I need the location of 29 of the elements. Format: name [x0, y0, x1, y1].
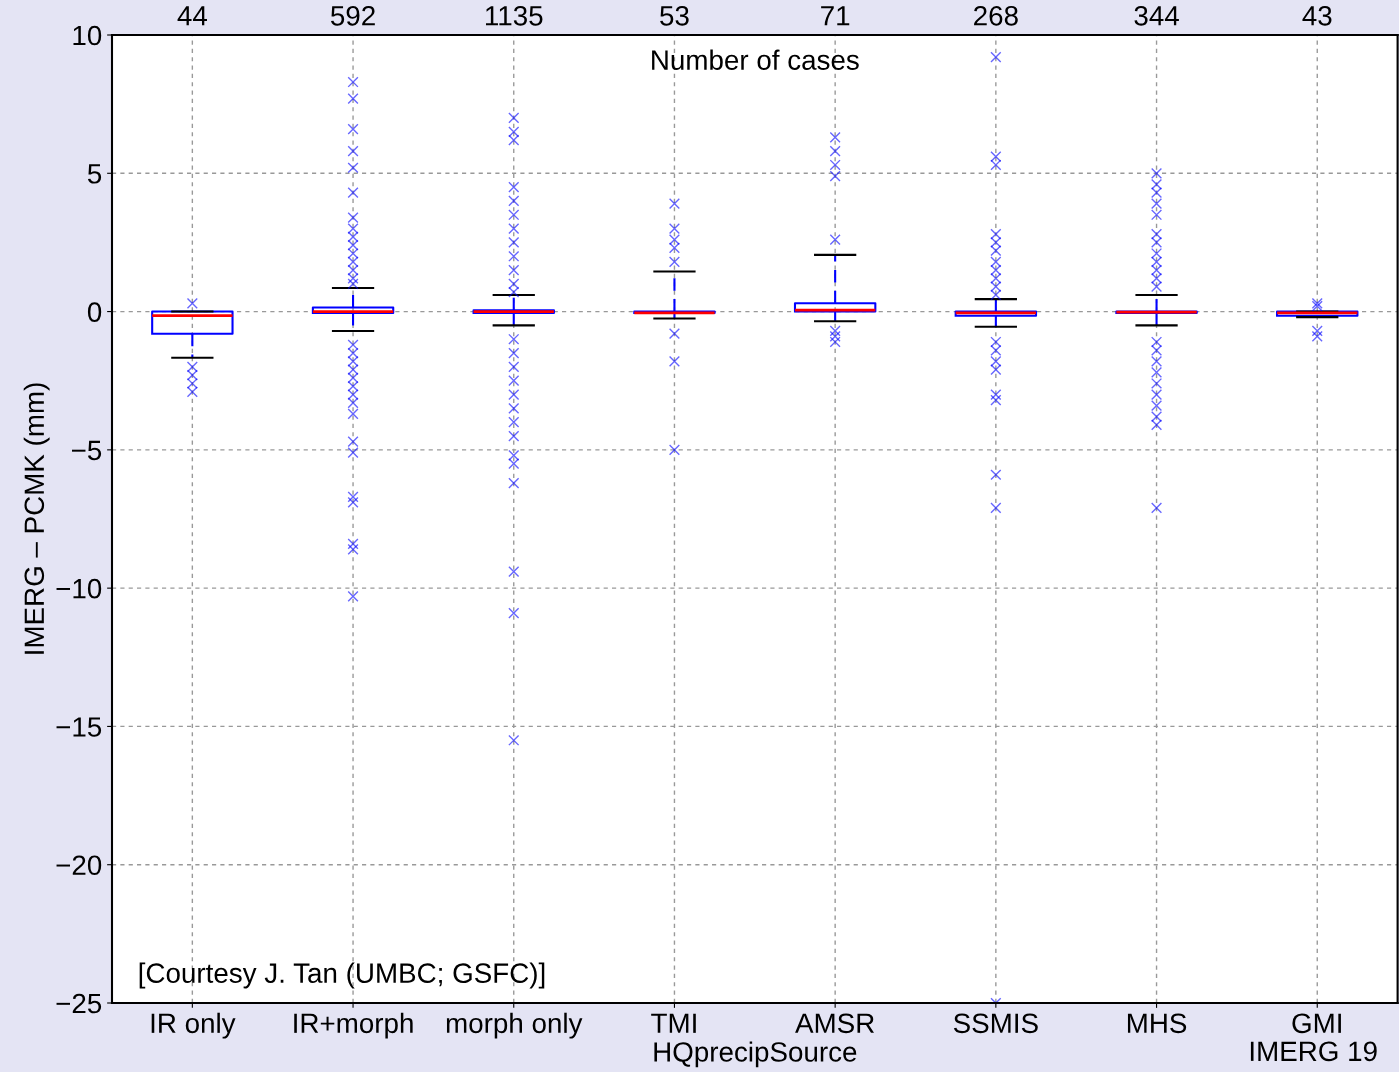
- text: 44: [177, 6, 207, 26]
- text: 53: [660, 5, 689, 26]
- text: 592: [330, 5, 375, 26]
- x-tick-label: GMI: [1292, 1013, 1341, 1034]
- y-tick-label: 0: [87, 302, 102, 322]
- x-tick-label: TMI: [651, 1013, 696, 1033]
- text: 1135: [486, 5, 543, 26]
- x-tick-label: MHS: [1127, 1013, 1187, 1034]
- x-tick-label: IR only: [151, 1012, 236, 1039]
- y-tick-label: −15: [56, 717, 102, 737]
- y-tick-label: −25: [56, 993, 102, 1014]
- y-tick-label: 10: [73, 25, 102, 46]
- x-tick-label: SSMIS: [953, 1013, 1038, 1034]
- y-tick-label: −5: [71, 440, 102, 461]
- y-tick-label: 5: [87, 164, 102, 184]
- y-axis-title: IMERG – PCMK (mm): [23, 383, 50, 654]
- text: 71: [821, 6, 850, 26]
- text: 268: [974, 5, 1018, 26]
- text: IMERG 19: [1250, 1041, 1377, 1062]
- x-tick-label: AMSR: [795, 1013, 874, 1034]
- x-tick-label: morph only: [446, 1012, 583, 1039]
- annotation: Number of cases: [652, 49, 859, 70]
- x-axis-title: HQprecipSource: [654, 1041, 857, 1068]
- text: 344: [1134, 5, 1179, 26]
- y-tick-label: −10: [56, 578, 102, 599]
- text: 43: [1302, 5, 1332, 26]
- annotation: [Courtesy J. Tan (UMBC; GSFC)]: [139, 962, 545, 989]
- y-tick-label: −20: [56, 855, 102, 876]
- x-tick-label: IR+morph: [294, 1012, 413, 1039]
